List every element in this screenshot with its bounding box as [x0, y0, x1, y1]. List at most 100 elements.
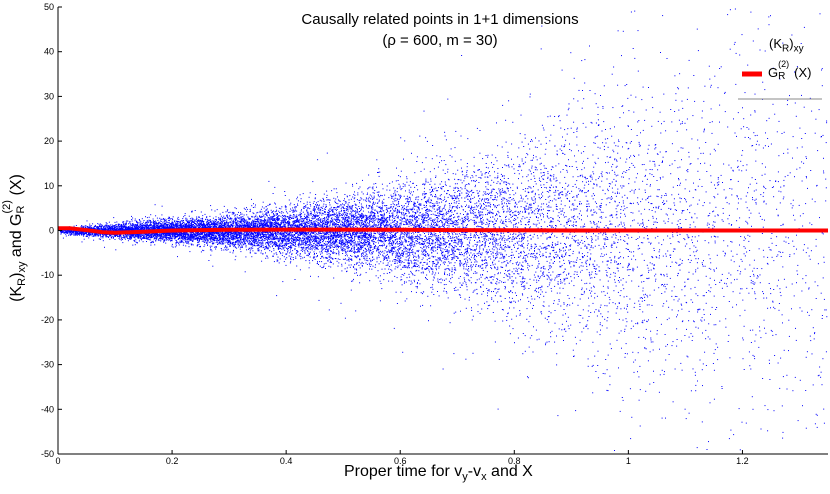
scatter-point — [438, 212, 440, 214]
scatter-point — [381, 231, 383, 233]
scatter-point — [550, 134, 552, 136]
scatter-point — [384, 250, 386, 252]
scatter-point — [564, 129, 566, 131]
scatter-point — [563, 263, 565, 264]
scatter-point — [325, 243, 326, 245]
scatter-point — [475, 214, 477, 216]
scatter-point — [122, 221, 124, 223]
scatter-point — [746, 287, 748, 289]
scatter-point — [787, 152, 789, 154]
scatter-point — [433, 221, 435, 223]
scatter-point — [622, 30, 624, 32]
scatter-point — [457, 223, 459, 225]
scatter-point — [266, 255, 268, 257]
scatter-point — [649, 185, 651, 187]
scatter-point — [581, 269, 583, 271]
scatter-point — [543, 203, 545, 205]
scatter-point — [113, 217, 115, 219]
scatter-point — [643, 281, 645, 282]
scatter-point — [650, 337, 652, 339]
scatter-point — [481, 267, 483, 269]
scatter-point — [366, 257, 368, 259]
scatter-point — [456, 236, 458, 238]
scatter-point — [767, 138, 769, 139]
scatter-point — [210, 241, 212, 243]
scatter-point — [404, 259, 406, 261]
scatter-point — [480, 220, 482, 222]
scatter-point — [521, 196, 522, 198]
scatter-point — [551, 246, 553, 248]
scatter-point — [748, 292, 750, 294]
scatter-point — [524, 210, 526, 212]
scatter-point — [352, 183, 353, 185]
scatter-point — [572, 253, 574, 255]
scatter-point — [184, 213, 186, 215]
scatter-point — [684, 245, 686, 247]
scatter-point — [607, 354, 609, 356]
scatter-point — [591, 239, 593, 241]
scatter-point — [401, 212, 403, 214]
scatter-point — [755, 160, 757, 162]
scatter-point — [508, 256, 510, 257]
scatter-point — [358, 218, 360, 220]
scatter-point — [293, 224, 295, 226]
scatter-point — [520, 252, 521, 253]
scatter-point — [442, 368, 444, 370]
scatter-point — [335, 219, 337, 221]
scatter-point — [664, 222, 666, 224]
scatter-point — [402, 236, 404, 237]
scatter-point — [700, 152, 702, 154]
scatter-point — [295, 217, 297, 219]
scatter-point — [569, 304, 571, 306]
scatter-point — [786, 104, 788, 106]
scatter-point — [211, 222, 213, 224]
scatter-point — [313, 238, 315, 240]
scatter-point — [99, 233, 101, 235]
scatter-point — [443, 244, 445, 246]
scatter-point — [296, 206, 297, 208]
scatter-point — [735, 52, 737, 54]
scatter-point — [325, 262, 327, 264]
scatter-point — [618, 367, 619, 369]
scatter-point — [580, 152, 582, 154]
scatter-point — [400, 216, 402, 218]
scatter-point — [147, 226, 149, 228]
scatter-point — [514, 211, 516, 213]
scatter-point — [282, 281, 284, 283]
scatter-point — [650, 203, 652, 205]
scatter-point — [629, 298, 631, 300]
scatter-point — [400, 224, 402, 226]
scatter-point — [377, 246, 379, 248]
scatter-point — [398, 255, 400, 257]
scatter-point — [638, 336, 640, 338]
scatter-point — [619, 117, 621, 119]
scatter-point — [736, 253, 738, 255]
scatter-point — [516, 295, 517, 296]
scatter-point — [541, 285, 543, 287]
scatter-point — [203, 250, 205, 252]
scatter-point — [666, 300, 668, 302]
scatter-point — [389, 226, 391, 228]
scatter-point — [483, 235, 485, 237]
scatter-point — [438, 258, 440, 259]
scatter-point — [438, 225, 440, 227]
scatter-point — [596, 264, 598, 266]
scatter-point — [476, 248, 477, 250]
scatter-point — [719, 281, 721, 283]
scatter-point — [697, 380, 698, 382]
scatter-point — [323, 248, 324, 250]
scatter-point — [535, 225, 537, 227]
scatter-point — [264, 221, 266, 222]
scatter-point — [249, 252, 251, 254]
scatter-point — [409, 231, 411, 233]
scatter-point — [329, 199, 331, 201]
scatter-point — [406, 176, 408, 178]
scatter-point — [501, 257, 503, 259]
scatter-point — [347, 234, 349, 236]
scatter-point — [200, 238, 202, 240]
scatter-point — [503, 181, 505, 183]
scatter-point — [425, 137, 427, 139]
scatter-point — [325, 256, 327, 258]
scatter-point — [450, 210, 451, 211]
scatter-point — [487, 181, 489, 183]
